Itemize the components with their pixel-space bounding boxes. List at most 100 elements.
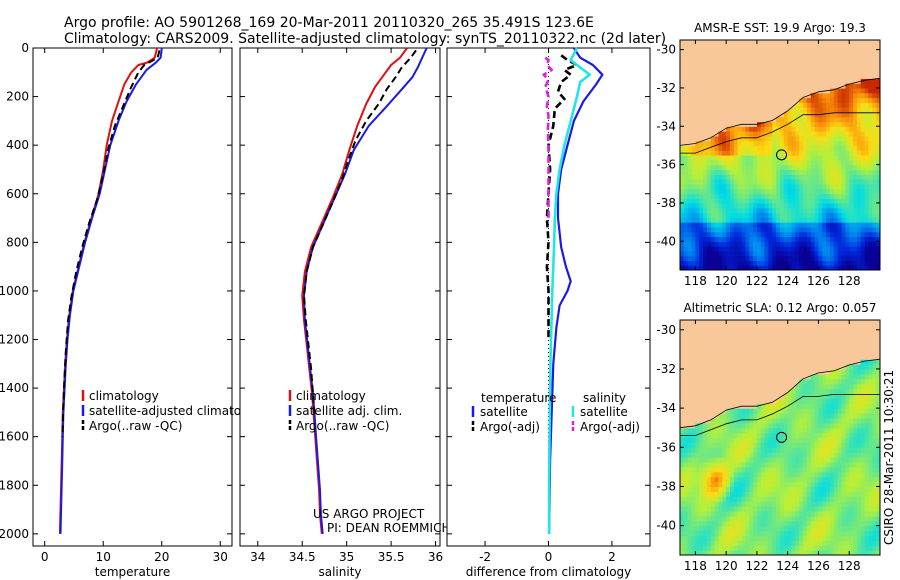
map-cell xyxy=(780,255,785,262)
map-cell xyxy=(814,126,820,132)
map-cell xyxy=(756,231,762,238)
map-cell xyxy=(726,320,731,326)
map-cell xyxy=(710,344,716,350)
map-cell xyxy=(868,193,873,199)
map-cell xyxy=(695,198,700,204)
map-cell xyxy=(745,241,750,247)
map-cell xyxy=(841,550,846,555)
map-cell xyxy=(830,202,835,209)
map-cell xyxy=(772,207,777,214)
map-cell xyxy=(806,226,812,233)
map-cell xyxy=(860,212,866,218)
map-cell xyxy=(718,320,723,326)
map-cell xyxy=(780,183,785,190)
map-cell xyxy=(691,164,696,170)
map-cell xyxy=(695,364,700,370)
map-cell xyxy=(706,334,712,341)
map-cell xyxy=(695,545,700,551)
map-cell xyxy=(826,471,831,478)
map-cell xyxy=(741,107,746,113)
map-cell xyxy=(837,40,843,46)
map-cell xyxy=(718,126,723,132)
map-cell xyxy=(710,324,716,331)
map-cell xyxy=(683,198,689,204)
map-cell xyxy=(737,87,743,94)
map-cell xyxy=(749,491,754,497)
map-cell xyxy=(718,535,723,541)
map-cell xyxy=(826,432,831,439)
map-cell xyxy=(680,461,685,468)
map-cell xyxy=(706,398,712,404)
map-cell xyxy=(787,255,793,262)
map-cell xyxy=(822,393,827,399)
map-cell xyxy=(699,222,704,228)
map-cell xyxy=(683,164,689,170)
map-cell xyxy=(745,506,750,512)
map-cell xyxy=(764,471,770,478)
map-cell xyxy=(849,140,854,147)
map-cell xyxy=(791,159,796,166)
map-cell xyxy=(806,422,812,429)
map-cell xyxy=(741,417,746,424)
map-cell xyxy=(826,378,831,385)
map-cell xyxy=(764,207,770,214)
map-cell xyxy=(803,388,808,395)
map-cell xyxy=(699,198,704,204)
map-cell xyxy=(810,222,816,228)
map-cell xyxy=(764,145,770,151)
map-cell xyxy=(703,255,708,262)
map-cell xyxy=(768,481,773,488)
map-cell xyxy=(806,398,812,404)
map-cell xyxy=(780,178,785,185)
map-cell xyxy=(703,198,708,204)
map-cell xyxy=(730,368,735,375)
map-cell xyxy=(803,202,808,209)
map-cell xyxy=(741,506,746,512)
map-cell xyxy=(837,121,843,127)
map-cell xyxy=(699,373,704,380)
map-cell xyxy=(822,212,827,218)
map-cell xyxy=(837,169,843,175)
map-cell xyxy=(699,481,704,488)
map-cell xyxy=(780,520,785,527)
map-cell xyxy=(776,231,781,238)
map-cell xyxy=(714,506,720,512)
map-cell xyxy=(826,393,831,399)
map-cell xyxy=(853,442,858,448)
map-cell xyxy=(776,545,781,551)
map-cell xyxy=(876,54,880,60)
map-cell xyxy=(783,174,789,180)
map-cell xyxy=(787,530,793,537)
map-cell xyxy=(806,491,812,497)
map-cell xyxy=(683,422,689,429)
map-cell xyxy=(860,442,866,448)
map-cell xyxy=(703,116,708,123)
map-cell xyxy=(776,432,781,439)
map-cell xyxy=(745,486,750,492)
map-cell xyxy=(818,188,823,194)
map-cell xyxy=(687,520,693,527)
map-cell xyxy=(803,97,808,103)
map-cell xyxy=(680,496,685,502)
map-cell xyxy=(833,510,839,517)
map-cell xyxy=(799,255,804,262)
map-cell xyxy=(853,393,858,399)
map-cell xyxy=(791,359,796,365)
map-cell xyxy=(760,207,766,214)
map-cell xyxy=(714,432,720,439)
map-cell xyxy=(795,545,800,551)
map-cell xyxy=(783,510,789,517)
map-cell xyxy=(745,496,750,502)
map-cell xyxy=(876,59,880,65)
map-cell xyxy=(853,44,858,51)
map-cell xyxy=(753,107,758,113)
map-cell xyxy=(822,226,827,233)
map-cell xyxy=(733,447,739,453)
map-cell xyxy=(699,150,704,156)
map-cell xyxy=(745,510,750,517)
map-cell xyxy=(756,150,762,156)
map-cell xyxy=(699,159,704,166)
map-cell xyxy=(814,413,820,419)
map-cell xyxy=(680,183,685,190)
map-cell xyxy=(753,349,758,355)
